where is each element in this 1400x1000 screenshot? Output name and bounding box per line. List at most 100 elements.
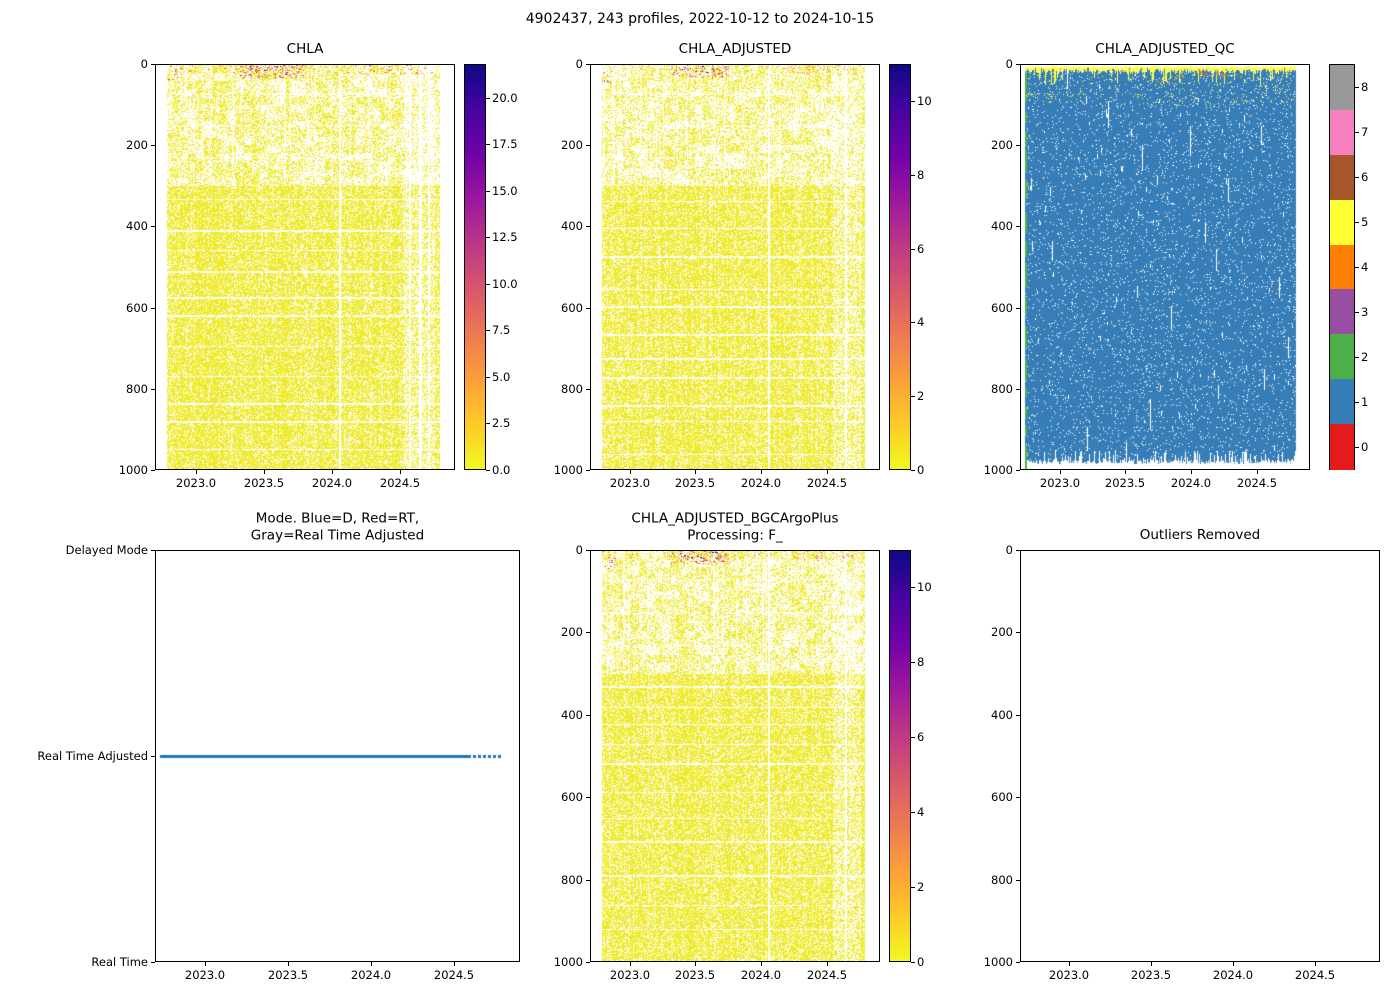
y-tick-mark (1016, 308, 1020, 309)
y-tick-label: 200 (991, 138, 1013, 152)
colorbar-tick-mark (1355, 357, 1359, 358)
qc-colorbar-segment (1330, 334, 1354, 381)
colorbar-tick-mark (911, 587, 915, 588)
y-tick-label: 1000 (118, 463, 148, 477)
colorbar-tick-label: 1 (1361, 395, 1369, 409)
colorbar-tick-label: 7 (1361, 125, 1369, 139)
qc-colorbar-segment (1330, 109, 1354, 156)
colorbar-tick-label: 12.5 (492, 230, 518, 244)
y-tick-mark (586, 308, 590, 309)
x-tick-label: 2024.5 (1294, 968, 1336, 982)
colorbar-tick-mark (1355, 312, 1359, 313)
x-tick-label: 2023.0 (184, 968, 226, 982)
chla-adjusted-qc-axes (1020, 64, 1310, 470)
x-tick-label: 2024.5 (806, 476, 848, 490)
colorbar-tick-label: 6 (917, 242, 925, 256)
colorbar-tick-mark (911, 249, 915, 250)
colorbar-tick-label: 8 (917, 655, 925, 669)
x-tick-mark (332, 470, 333, 474)
y-tick-mark (586, 550, 590, 551)
colorbar-tick-label: 15.0 (492, 184, 518, 198)
y-tick-label: 1000 (553, 463, 583, 477)
x-tick-mark (371, 962, 372, 966)
x-tick-label: 2023.0 (1048, 968, 1090, 982)
colorbar-tick-label: 8 (917, 168, 925, 182)
y-tick-mark (1016, 64, 1020, 65)
colorbar-tick-mark (911, 737, 915, 738)
x-tick-label: 2023.0 (609, 476, 651, 490)
colorbar-tick-label: 4 (1361, 260, 1369, 274)
chla-colorbar (464, 64, 486, 470)
y-tick-label: 400 (991, 708, 1013, 722)
y-tick-mark (1016, 145, 1020, 146)
y-tick-label: 200 (126, 138, 148, 152)
y-tick-mark (1016, 632, 1020, 633)
y-tick-mark (151, 962, 155, 963)
colorbar-tick-label: 4 (917, 315, 925, 329)
x-tick-label: 2023.0 (1039, 476, 1081, 490)
y-tick-mark (151, 550, 155, 551)
colorbar-tick-mark (1355, 132, 1359, 133)
x-tick-label: 2023.5 (1104, 476, 1146, 490)
y-tick-label: 800 (991, 382, 1013, 396)
x-tick-label: 2023.5 (1130, 968, 1172, 982)
colorbar-tick-mark (486, 237, 490, 238)
mode-line-canvas (156, 551, 519, 961)
y-tick-mark (586, 145, 590, 146)
y-tick-label: 1000 (983, 463, 1013, 477)
chla-adjusted-axes (590, 64, 880, 470)
x-tick-mark (400, 470, 401, 474)
x-tick-mark (264, 470, 265, 474)
colorbar-tick-label: 4 (917, 805, 925, 819)
colorbar-tick-label: 2.5 (492, 416, 511, 430)
y-tick-label: 200 (991, 625, 1013, 639)
colorbar-tick-label: 17.5 (492, 137, 518, 151)
qc-colorbar-segment (1330, 379, 1354, 426)
y-tick-mark (586, 226, 590, 227)
subplot-title-mode: Mode. Blue=D, Red=RT, Gray=Real Time Adj… (250, 510, 425, 544)
colorbar-tick-mark (911, 812, 915, 813)
qc-colorbar-segment (1330, 244, 1354, 291)
x-tick-label: 2024.0 (740, 476, 782, 490)
colorbar-tick-label: 8 (1361, 80, 1369, 94)
colorbar-tick-label: 2 (917, 389, 925, 403)
qc-colorbar-segment (1330, 65, 1354, 111)
colorbar-tick-label: 10.0 (492, 277, 518, 291)
y-tick-mark (1016, 797, 1020, 798)
mode-y-tick-label: Delayed Mode (65, 543, 148, 557)
y-tick-mark (1016, 962, 1020, 963)
colorbar-tick-label: 7.5 (492, 323, 511, 337)
colorbar-tick-label: 2 (917, 880, 925, 894)
y-tick-mark (586, 389, 590, 390)
colorbar-tick-label: 3 (1361, 305, 1369, 319)
qc-colorbar-segment (1330, 199, 1354, 246)
x-tick-mark (695, 470, 696, 474)
x-tick-label: 2024.0 (1212, 968, 1254, 982)
colorbar-tick-mark (911, 887, 915, 888)
x-tick-mark (630, 962, 631, 966)
x-tick-mark (1125, 470, 1126, 474)
y-tick-label: 0 (140, 57, 148, 71)
y-tick-mark (151, 226, 155, 227)
chla-adjusted-heatmap-canvas (591, 65, 879, 469)
y-tick-label: 200 (561, 625, 583, 639)
y-tick-label: 400 (561, 708, 583, 722)
colorbar-tick-mark (1355, 177, 1359, 178)
x-tick-mark (205, 962, 206, 966)
x-tick-label: 2024.5 (1236, 476, 1278, 490)
subplot-title-chla-adjusted-qc: CHLA_ADJUSTED_QC (1095, 41, 1235, 58)
colorbar-tick-label: 2 (1361, 350, 1369, 364)
colorbar-tick-mark (911, 962, 915, 963)
x-tick-mark (454, 962, 455, 966)
colorbar-tick-mark (911, 470, 915, 471)
y-tick-mark (151, 470, 155, 471)
subplot-title-bgc: CHLA_ADJUSTED_BGCArgoPlus Processing: F_ (631, 510, 839, 544)
chla-adjusted-colorbar (889, 64, 911, 470)
colorbar-tick-mark (486, 377, 490, 378)
y-tick-mark (1016, 880, 1020, 881)
x-tick-label: 2023.0 (175, 476, 217, 490)
qc-heatmap-canvas (1021, 65, 1309, 469)
y-tick-mark (1016, 389, 1020, 390)
y-tick-mark (1016, 550, 1020, 551)
colorbar-tick-label: 5.0 (492, 370, 511, 384)
